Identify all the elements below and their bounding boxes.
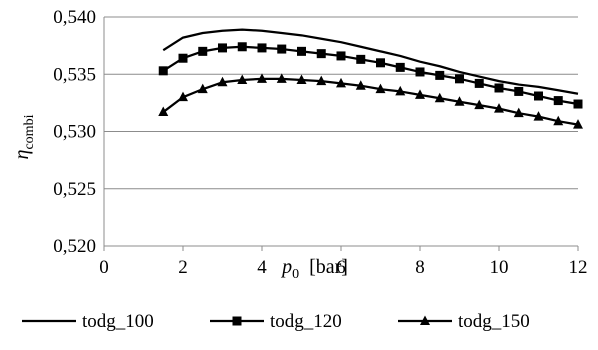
data-point — [454, 96, 465, 106]
data-point — [573, 119, 583, 129]
x-axis-symbol: p — [280, 256, 292, 278]
y-tick-labels: 0,520 0,525 0,530 0,535 0,540 — [53, 7, 96, 257]
y-tick-label: 0,525 — [53, 179, 96, 200]
y-tick-label: 0,530 — [53, 122, 96, 143]
data-point — [395, 85, 406, 96]
y-axis-subscript: combi — [22, 114, 37, 149]
data-point — [395, 62, 405, 72]
axes — [103, 17, 579, 251]
series-todg_100 — [162, 28, 579, 95]
data-point — [494, 83, 504, 93]
y-tick-label: 0,520 — [53, 236, 96, 257]
data-point — [297, 46, 306, 56]
x-tick-label: 2 — [178, 257, 188, 278]
data-point — [356, 54, 366, 64]
data-point — [276, 73, 287, 83]
legend-entry-todg_100: todg_100 — [22, 311, 154, 332]
x-tick-label: 10 — [490, 257, 509, 278]
data-point — [514, 86, 524, 96]
data-point — [513, 107, 524, 118]
data-point — [415, 67, 425, 77]
series-line — [162, 77, 579, 126]
x-tick-label: 4 — [257, 257, 267, 278]
data-point — [197, 83, 208, 94]
data-point — [415, 89, 425, 99]
x-axis-label: p0 [bar] — [280, 256, 348, 282]
data-point — [336, 51, 346, 61]
legend-marker — [232, 316, 242, 326]
data-point — [553, 96, 563, 106]
data-point — [474, 99, 485, 110]
legend-entry-todg_150: todg_150 — [398, 311, 530, 332]
legend: todg_100 todg_120 todg_150 — [22, 311, 530, 332]
series-line — [162, 28, 579, 95]
x-tick-label: 6 — [336, 257, 346, 278]
data-point — [296, 74, 307, 84]
data-point — [178, 91, 188, 102]
data-point — [336, 77, 346, 88]
y-axis-symbol: η — [11, 149, 33, 159]
data-point — [494, 103, 504, 113]
x-axis-subscript: 0 — [292, 267, 299, 282]
gridlines — [104, 16, 578, 190]
data-point — [158, 66, 168, 76]
series-line — [162, 45, 579, 106]
legend-label: todg_150 — [458, 311, 530, 332]
data-point — [375, 83, 386, 94]
x-tick-labels: 0 2 4 6 8 10 12 — [99, 257, 587, 278]
data-point — [376, 58, 385, 68]
data-point — [178, 53, 188, 63]
legend-entry-todg_120: todg_120 — [210, 311, 342, 332]
series-lines — [158, 28, 583, 129]
data-point — [316, 49, 326, 59]
data-point — [198, 46, 208, 56]
legend-marker — [420, 315, 430, 325]
series-todg_120 — [158, 42, 583, 109]
data-point — [534, 91, 543, 101]
data-point — [434, 92, 445, 103]
data-point — [237, 74, 248, 84]
data-point — [435, 70, 445, 80]
y-axis-label: ηcombi — [11, 114, 37, 159]
x-axis-unit: [bar] — [309, 256, 348, 278]
data-point — [573, 99, 583, 109]
legend-label: todg_120 — [270, 311, 342, 332]
data-point — [553, 115, 564, 126]
x-tick-label: 8 — [415, 257, 425, 278]
data-point — [158, 106, 169, 117]
data-point — [257, 73, 267, 83]
data-point — [257, 43, 267, 53]
data-point — [237, 42, 247, 52]
data-point — [218, 43, 227, 53]
data-point — [474, 78, 484, 88]
data-point — [455, 74, 464, 84]
data-point — [277, 44, 287, 54]
series-todg_150 — [158, 73, 583, 129]
y-tick-label: 0,540 — [53, 7, 96, 28]
x-tick-label: 12 — [569, 257, 588, 278]
y-tick-label: 0,535 — [53, 64, 96, 85]
data-point — [355, 80, 366, 90]
data-point — [533, 111, 544, 121]
data-point — [217, 76, 228, 87]
legend-label: todg_100 — [82, 311, 154, 332]
x-tick-label: 0 — [99, 257, 109, 278]
data-point — [316, 75, 327, 86]
